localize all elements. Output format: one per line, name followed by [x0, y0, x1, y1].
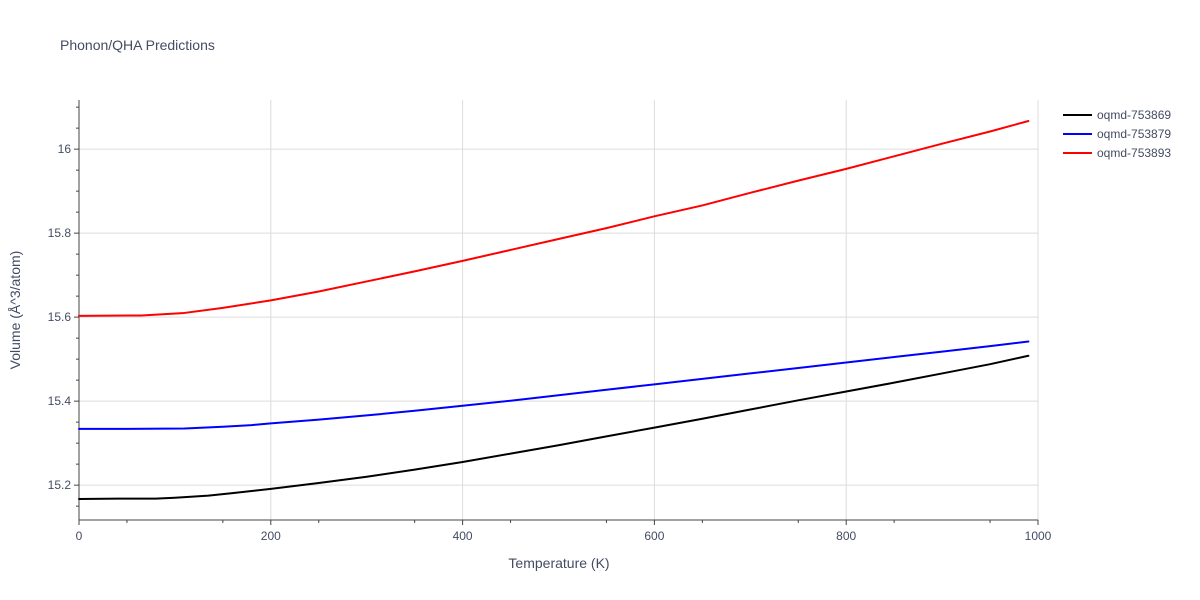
x-axis-title: Temperature (K) [508, 555, 609, 571]
legend[interactable]: oqmd-753869 oqmd-753879 oqmd-753893 [1063, 108, 1171, 160]
series-line-oqmd-753869 [78, 354, 1030, 500]
y-tick-label: 15.4 [48, 394, 72, 408]
x-tick-label: 200 [261, 529, 281, 543]
y-tick-label: 15.8 [48, 226, 72, 240]
legend-label: oqmd-753869 [1097, 108, 1171, 122]
series-line-oqmd-753879 [78, 340, 1030, 430]
x-tick-label: 0 [76, 529, 83, 543]
legend-item-oqmd-753893[interactable]: oqmd-753893 [1063, 146, 1171, 160]
legend-label: oqmd-753893 [1097, 146, 1171, 160]
y-tick-label: 16 [58, 142, 72, 156]
series-layer [78, 120, 1030, 500]
legend-label: oqmd-753879 [1097, 127, 1171, 141]
y-tick-label: 15.2 [48, 478, 72, 492]
chart-title: Phonon/QHA Predictions [60, 37, 215, 53]
x-tick-label: 1000 [1025, 529, 1052, 543]
legend-item-oqmd-753869[interactable]: oqmd-753869 [1063, 108, 1171, 122]
x-tick-label: 800 [836, 529, 856, 543]
grid-layer [79, 100, 1039, 520]
series-line-oqmd-753893 [78, 120, 1030, 317]
axis-layer: 0 200 400 600 800 1000 15.2 15.4 15.6 15.8 16 [48, 100, 1052, 543]
y-axis-title: Volume (Å^3/atom) [7, 251, 23, 370]
legend-item-oqmd-753879[interactable]: oqmd-753879 [1063, 127, 1171, 141]
x-tick-label: 400 [453, 529, 473, 543]
y-tick-label: 15.6 [48, 310, 72, 324]
x-tick-label: 600 [644, 529, 664, 543]
